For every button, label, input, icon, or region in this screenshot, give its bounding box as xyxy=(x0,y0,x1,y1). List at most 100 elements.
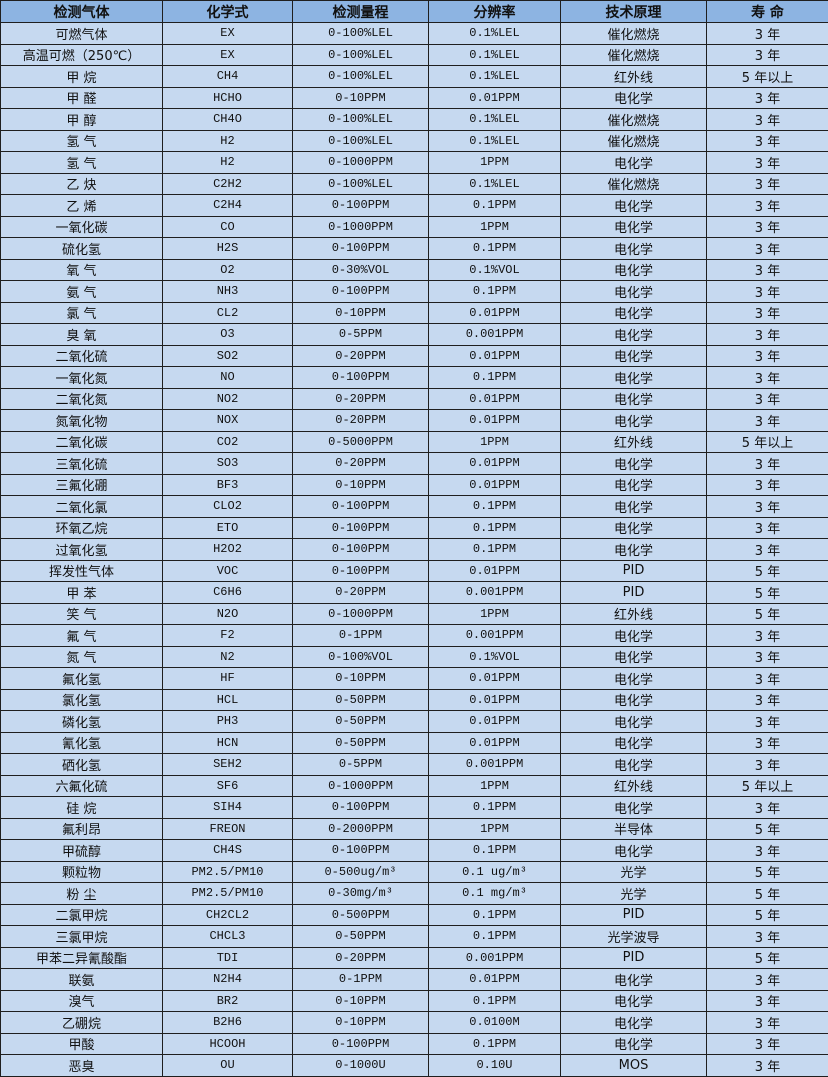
cell-range: 0-30%VOL xyxy=(293,259,429,281)
cell-principle: 电化学 xyxy=(561,689,707,711)
cell-range: 0-100%LEL xyxy=(293,130,429,152)
cell-range: 0-50PPM xyxy=(293,711,429,733)
cell-range: 0-20PPM xyxy=(293,345,429,367)
cell-gas-name: 乙 炔 xyxy=(1,173,163,195)
cell-lifespan: 3 年 xyxy=(707,840,828,862)
cell-range: 0-100%VOL xyxy=(293,646,429,668)
cell-range: 0-5000PPM xyxy=(293,431,429,453)
cell-principle: 电化学 xyxy=(561,281,707,303)
cell-lifespan: 5 年以上 xyxy=(707,431,828,453)
cell-resolution: 0.01PPM xyxy=(429,345,561,367)
cell-range: 0-20PPM xyxy=(293,582,429,604)
cell-gas-name: 二氧化硫 xyxy=(1,345,163,367)
cell-range: 0-100PPM xyxy=(293,496,429,518)
cell-principle: 电化学 xyxy=(561,539,707,561)
cell-resolution: 0.1%VOL xyxy=(429,259,561,281)
cell-formula: HCHO xyxy=(163,87,293,109)
cell-principle: 电化学 xyxy=(561,367,707,389)
cell-lifespan: 3 年 xyxy=(707,668,828,690)
cell-formula: PM2.5/PM10 xyxy=(163,883,293,905)
cell-gas-name: 二氧化碳 xyxy=(1,431,163,453)
cell-formula: NH3 xyxy=(163,281,293,303)
cell-resolution: 0.1PPM xyxy=(429,926,561,948)
cell-formula: BF3 xyxy=(163,474,293,496)
cell-range: 0-100PPM xyxy=(293,560,429,582)
cell-formula: O3 xyxy=(163,324,293,346)
cell-principle: 电化学 xyxy=(561,625,707,647)
cell-range: 0-20PPM xyxy=(293,388,429,410)
cell-formula: CO xyxy=(163,216,293,238)
cell-resolution: 0.1%LEL xyxy=(429,109,561,131)
cell-formula: CH4O xyxy=(163,109,293,131)
cell-lifespan: 5 年 xyxy=(707,883,828,905)
cell-resolution: 0.01PPM xyxy=(429,453,561,475)
cell-lifespan: 3 年 xyxy=(707,969,828,991)
cell-lifespan: 3 年 xyxy=(707,152,828,174)
cell-range: 0-10PPM xyxy=(293,990,429,1012)
cell-resolution: 0.1PPM xyxy=(429,238,561,260)
cell-formula: CO2 xyxy=(163,431,293,453)
cell-gas-name: 硅 烷 xyxy=(1,797,163,819)
cell-gas-name: 六氟化硫 xyxy=(1,775,163,797)
cell-resolution: 0.01PPM xyxy=(429,689,561,711)
cell-lifespan: 3 年 xyxy=(707,238,828,260)
cell-gas-name: 三氟化硼 xyxy=(1,474,163,496)
cell-range: 0-10PPM xyxy=(293,302,429,324)
cell-gas-name: 氨 气 xyxy=(1,281,163,303)
cell-lifespan: 5 年 xyxy=(707,861,828,883)
cell-formula: NOX xyxy=(163,410,293,432)
cell-principle: 电化学 xyxy=(561,259,707,281)
cell-gas-name: 颗粒物 xyxy=(1,861,163,883)
cell-gas-name: 二氯甲烷 xyxy=(1,904,163,926)
cell-principle: 光学波导 xyxy=(561,926,707,948)
cell-gas-name: 高温可燃（250℃） xyxy=(1,44,163,66)
header-principle: 技术原理 xyxy=(561,1,707,23)
cell-principle: 红外线 xyxy=(561,431,707,453)
cell-gas-name: 恶臭 xyxy=(1,1055,163,1077)
cell-gas-name: 氢 气 xyxy=(1,130,163,152)
cell-lifespan: 3 年 xyxy=(707,410,828,432)
cell-range: 0-50PPM xyxy=(293,732,429,754)
cell-range: 0-1000PPM xyxy=(293,775,429,797)
cell-principle: 电化学 xyxy=(561,840,707,862)
cell-gas-name: 甲 苯 xyxy=(1,582,163,604)
cell-range: 0-10PPM xyxy=(293,1012,429,1034)
header-lifespan: 寿 命 xyxy=(707,1,828,23)
cell-gas-name: 乙 烯 xyxy=(1,195,163,217)
cell-range: 0-100PPM xyxy=(293,517,429,539)
cell-lifespan: 5 年 xyxy=(707,947,828,969)
cell-lifespan: 5 年 xyxy=(707,904,828,926)
cell-resolution: 0.1PPM xyxy=(429,367,561,389)
cell-gas-name: 溴气 xyxy=(1,990,163,1012)
cell-principle: 催化燃烧 xyxy=(561,109,707,131)
cell-formula: CH4S xyxy=(163,840,293,862)
cell-range: 0-100%LEL xyxy=(293,23,429,45)
cell-resolution: 0.01PPM xyxy=(429,668,561,690)
cell-range: 0-50PPM xyxy=(293,926,429,948)
cell-formula: C2H2 xyxy=(163,173,293,195)
cell-principle: 电化学 xyxy=(561,324,707,346)
cell-gas-name: 硒化氢 xyxy=(1,754,163,776)
cell-resolution: 0.1PPM xyxy=(429,281,561,303)
cell-principle: 电化学 xyxy=(561,990,707,1012)
cell-formula: PM2.5/PM10 xyxy=(163,861,293,883)
cell-formula: EX xyxy=(163,44,293,66)
header-range: 检测量程 xyxy=(293,1,429,23)
cell-resolution: 0.01PPM xyxy=(429,410,561,432)
cell-range: 0-30mg/m³ xyxy=(293,883,429,905)
